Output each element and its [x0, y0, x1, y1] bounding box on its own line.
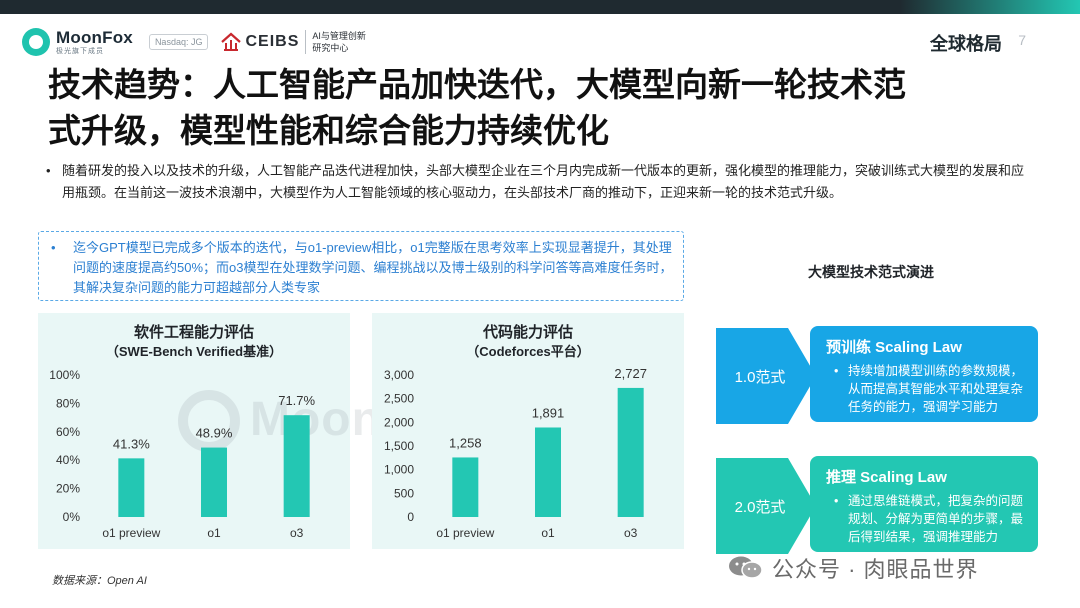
ceibs-desc-line1: AI与管理创新 — [312, 31, 366, 41]
y-tick-label: 40% — [56, 453, 80, 467]
chart-plot: 0% 20% 40% 60% 80% 100% 41.3% o1 preview 48.9% o1… — [49, 368, 315, 540]
stage-1-arrow: 1.0范式 — [714, 326, 818, 426]
ceibs-description: AI与管理创新 研究中心 — [312, 30, 366, 54]
swe-bench-chart: MoonFox 软件工程能力评估 （SWE-Bench Verified基准） … — [38, 313, 469, 549]
top-bar-dark — [0, 0, 1080, 14]
data-label: 1,258 — [449, 435, 482, 450]
bullet-dot: • — [834, 364, 839, 378]
data-label: 41.3% — [113, 436, 150, 451]
ceibs-desc-line2: 研究中心 — [312, 43, 349, 53]
x-tick-label: o1 preview — [436, 526, 494, 540]
intro-text: 随着研发的投入以及技术的升级，人工智能产品迭代进程加快，头部大模型企业在三个月内… — [62, 163, 1025, 200]
chevron-arrow-icon — [716, 328, 816, 424]
y-tick-label: 0 — [407, 510, 414, 524]
stage-2-card: 推理 Scaling Law • 通过思维链模式，把复杂的问题规划、分解为更简单… — [810, 456, 1038, 552]
stage-1-card: 预训练 Scaling Law • 持续增加模型训练的参数规模，从而提高其智能水… — [810, 326, 1038, 422]
chart-subtitle: （SWE-Bench Verified基准） — [105, 344, 283, 359]
y-tick-label: 100% — [49, 368, 80, 382]
stage-label: 1.0范式 — [734, 368, 786, 386]
data-source: 数据来源：Open AI — [52, 575, 147, 587]
moonfox-subtitle: 极光旗下成员 — [56, 47, 104, 55]
title-line-1: 技术趋势：人工智能产品加快迭代，大模型向新一轮技术范 — [48, 66, 906, 103]
wechat-icon — [728, 555, 764, 581]
codeforces-chart: 代码能力评估 （Codeforces平台） 0 500 1,000 1,500 2,00… — [372, 313, 684, 549]
y-tick-label: 20% — [56, 482, 80, 496]
bullet-dot: • — [51, 240, 56, 255]
stage-label: 2.0范式 — [734, 498, 786, 516]
card-title: 推理 Scaling Law — [826, 469, 947, 486]
wechat-account-text: 公众号 · 肉眼品世界 — [772, 557, 979, 582]
y-tick-label: 500 — [394, 486, 414, 500]
card-body: • 持续增加模型训练的参数规模，从而提高其智能水平和处理复杂任务的能力，强调学习… — [834, 362, 1032, 416]
wechat-watermark: 公众号 · 肉眼品世界 — [728, 552, 979, 584]
ceibs-divider — [305, 30, 307, 54]
page-number: 7 — [1018, 32, 1026, 48]
y-tick-label: 2,000 — [384, 415, 414, 429]
y-tick-label: 0% — [63, 510, 81, 524]
header-logos: MoonFox 极光旗下成员 Nasdaq: JG CEIBS AI与管理创新 … — [22, 24, 366, 60]
stage-2-arrow: 2.0范式 — [714, 456, 818, 556]
y-tick-label: 1,000 — [384, 463, 414, 477]
nasdaq-badge: Nasdaq: JG — [148, 34, 209, 50]
top-bar-accent — [900, 0, 1080, 14]
bar — [535, 427, 561, 517]
watermark-logo-icon — [178, 390, 240, 452]
intro-bullet: • 随着研发的投入以及技术的升级，人工智能产品迭代进程加快，头部大模型企业在三个… — [46, 160, 1036, 204]
card-text: 通过思维链模式，把复杂的问题规划、分解为更简单的步骤，最后得到结果，强调推理能力 — [848, 494, 1024, 544]
chart-subtitle: （Codeforces平台） — [466, 344, 590, 359]
data-label: 71.7% — [278, 393, 315, 408]
x-tick-label: o1 — [207, 526, 221, 540]
ceibs-logo: CEIBS AI与管理创新 研究中心 — [220, 30, 366, 54]
data-label: 1,891 — [532, 405, 565, 420]
card-body: • 通过思维链模式，把复杂的问题规划、分解为更简单的步骤，最后得到结果，强调推理… — [834, 492, 1032, 546]
ceibs-mark-icon — [220, 32, 242, 52]
y-tick-label: 2,500 — [384, 392, 414, 406]
title-line-2: 式升级，模型性能和综合能力持续优化 — [48, 112, 609, 149]
chart-title: 代码能力评估 — [482, 324, 573, 341]
y-tick-label: 80% — [56, 396, 80, 410]
x-tick-label: o1 preview — [102, 526, 160, 540]
note-text: 迄今GPT模型已完成多个版本的迭代，与o1-preview相比，o1完整版在思考… — [73, 240, 673, 295]
card-text: 持续增加模型训练的参数规模，从而提高其智能水平和处理复杂任务的能力，强调学习能力 — [848, 364, 1024, 414]
x-tick-label: o3 — [290, 526, 304, 540]
x-tick-label: o1 — [541, 526, 555, 540]
bar — [452, 457, 479, 517]
ceibs-name: CEIBS — [245, 33, 300, 50]
highlight-note: • 迄今GPT模型已完成多个版本的迭代，与o1-preview相比，o1完整版在… — [38, 231, 684, 301]
page-title: 技术趋势：人工智能产品加快迭代，大模型向新一轮技术范 式升级，模型性能和综合能力… — [48, 62, 1038, 154]
y-tick-label: 60% — [56, 425, 80, 439]
bullet-dot: • — [46, 163, 51, 178]
y-tick-label: 3,000 — [384, 368, 414, 382]
moonfox-name: MoonFox — [56, 27, 133, 47]
bar — [201, 447, 227, 517]
x-tick-label: o3 — [624, 526, 638, 540]
chart-plot: 0 500 1,000 1,500 2,000 2,500 3,000 1,258 o1 pre… — [384, 366, 647, 540]
bar — [118, 458, 145, 517]
y-tick-label: 1,500 — [384, 439, 414, 453]
bullet-dot: • — [834, 494, 839, 508]
bar — [617, 387, 644, 517]
data-label: 48.9% — [196, 426, 233, 441]
section-tag: 全球格局 — [930, 34, 1002, 54]
evolution-title: 大模型技术范式演进 — [808, 264, 934, 280]
data-label: 2,727 — [614, 366, 647, 381]
top-bar — [0, 0, 1080, 14]
card-title: 预训练 Scaling Law — [826, 339, 962, 356]
chart-title: 软件工程能力评估 — [133, 324, 254, 341]
moonfox-logo-icon — [22, 28, 50, 56]
bar — [283, 415, 310, 517]
moonfox-logo: MoonFox 极光旗下成员 — [56, 27, 133, 56]
chevron-arrow-icon — [716, 458, 816, 554]
